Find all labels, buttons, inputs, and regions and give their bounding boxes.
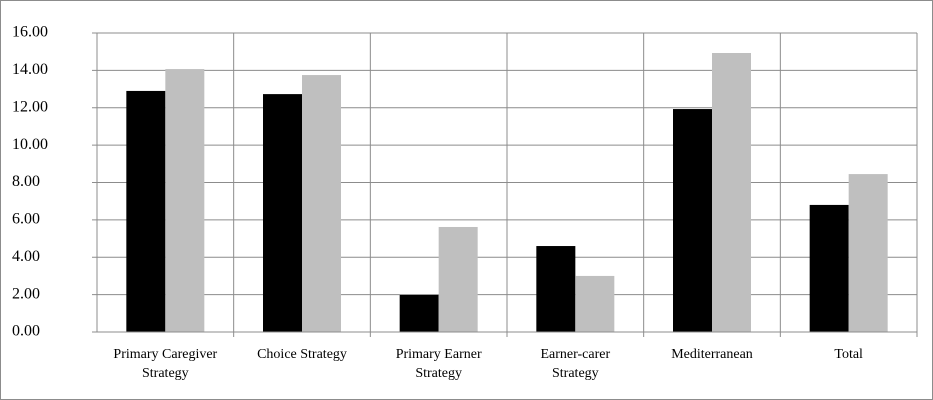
x-tick-label: Primary Caregiver Strategy: [113, 347, 217, 381]
bar: [165, 69, 205, 333]
y-tick-label: 4.00: [12, 248, 40, 265]
x-tick-label: Mediterranean: [671, 347, 753, 362]
y-tick-label: 14.00: [12, 61, 48, 78]
bar: [263, 94, 302, 332]
bar: [302, 75, 341, 332]
bar: [809, 204, 849, 332]
bar: [126, 90, 166, 333]
bar: [673, 109, 712, 332]
y-tick-label: 2.00: [12, 285, 40, 302]
bar: [399, 294, 439, 332]
y-tick-label: 16.00: [12, 24, 48, 41]
x-tick-label: Choice Strategy: [257, 347, 347, 362]
y-tick-label: 12.00: [12, 98, 48, 115]
bar: [575, 275, 615, 332]
bar: [712, 52, 751, 332]
y-tick-label: 0.00: [12, 323, 40, 340]
x-tick-label: Earner-carer Strategy: [541, 347, 611, 381]
bar: [438, 226, 478, 332]
bar: [848, 174, 888, 332]
y-tick-label: 10.00: [12, 136, 48, 153]
y-tick-label: 8.00: [12, 173, 40, 190]
bar: [536, 246, 576, 332]
x-tick-label: Primary Earner Strategy: [396, 347, 482, 381]
y-tick-label: 6.00: [12, 211, 40, 228]
x-tick-label: Total: [834, 347, 863, 362]
